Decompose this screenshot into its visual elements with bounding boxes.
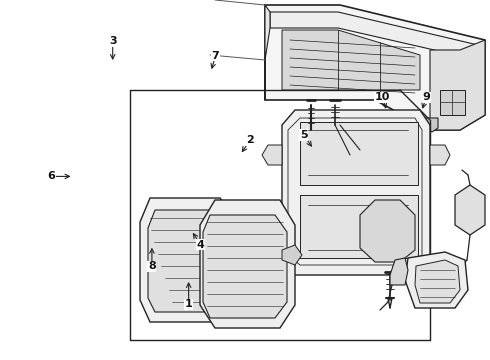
Text: 9: 9 xyxy=(422,92,430,102)
Polygon shape xyxy=(360,200,415,262)
Circle shape xyxy=(367,211,407,251)
Circle shape xyxy=(347,145,363,161)
Polygon shape xyxy=(282,245,302,265)
Polygon shape xyxy=(148,210,230,312)
Text: 10: 10 xyxy=(374,92,390,102)
Circle shape xyxy=(337,135,373,171)
Text: 7: 7 xyxy=(212,51,220,61)
Text: 4: 4 xyxy=(197,240,205,250)
Circle shape xyxy=(333,204,377,248)
Polygon shape xyxy=(405,252,468,308)
Polygon shape xyxy=(260,215,282,235)
Polygon shape xyxy=(262,145,282,165)
Polygon shape xyxy=(270,12,478,60)
Polygon shape xyxy=(455,185,485,235)
Polygon shape xyxy=(425,118,438,132)
Polygon shape xyxy=(203,215,287,318)
Text: 8: 8 xyxy=(148,261,156,271)
Polygon shape xyxy=(415,260,460,303)
Text: 1: 1 xyxy=(185,299,193,309)
Text: 3: 3 xyxy=(109,36,117,46)
Polygon shape xyxy=(300,122,418,185)
Polygon shape xyxy=(300,195,418,258)
Text: 5: 5 xyxy=(300,130,308,140)
Polygon shape xyxy=(430,145,450,165)
Text: 2: 2 xyxy=(246,135,254,145)
Text: 6: 6 xyxy=(48,171,55,181)
Circle shape xyxy=(345,216,365,236)
Polygon shape xyxy=(265,5,270,100)
Polygon shape xyxy=(282,110,430,275)
Polygon shape xyxy=(200,200,295,328)
Polygon shape xyxy=(390,258,408,285)
Polygon shape xyxy=(440,90,465,115)
Polygon shape xyxy=(265,5,485,130)
Polygon shape xyxy=(430,40,485,130)
Polygon shape xyxy=(140,198,240,322)
Polygon shape xyxy=(282,30,420,90)
